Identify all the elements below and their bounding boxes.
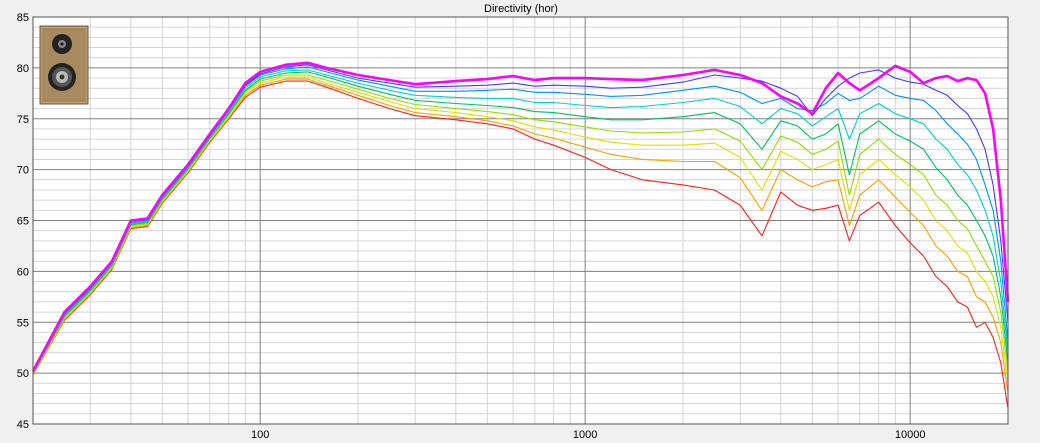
chart-title: Directivity (hor) — [484, 3, 558, 15]
y-tick-label: 65 — [17, 216, 29, 228]
y-tick-label: 45 — [17, 419, 29, 431]
series-line — [32, 71, 1009, 374]
x-tick-label: 100 — [251, 429, 269, 441]
x-tick-labels: 100 1000 10000 — [251, 429, 925, 441]
y-tick-label: 50 — [17, 368, 29, 380]
y-tick-label: 80 — [17, 63, 29, 75]
plot-border — [32, 16, 1009, 425]
y-tick-labels: 85 80 75 70 65 60 55 50 45 — [17, 12, 29, 431]
y-tick-label: 55 — [17, 317, 29, 329]
series-line — [32, 78, 1009, 394]
series-line — [32, 69, 1009, 374]
x-tick-label: 1000 — [573, 429, 597, 441]
series-line — [32, 80, 1009, 409]
y-tick-label: 75 — [17, 114, 29, 126]
x-tick-label: 10000 — [895, 429, 926, 441]
series-line — [31, 61, 1010, 372]
y-tick-label: 70 — [17, 165, 29, 177]
series-line — [32, 74, 1009, 375]
speaker-cabinet-icon — [39, 25, 89, 105]
series-line — [32, 76, 1009, 384]
series-layer — [31, 61, 1010, 409]
y-tick-label: 60 — [17, 266, 29, 278]
y-tick-label: 85 — [17, 12, 29, 24]
